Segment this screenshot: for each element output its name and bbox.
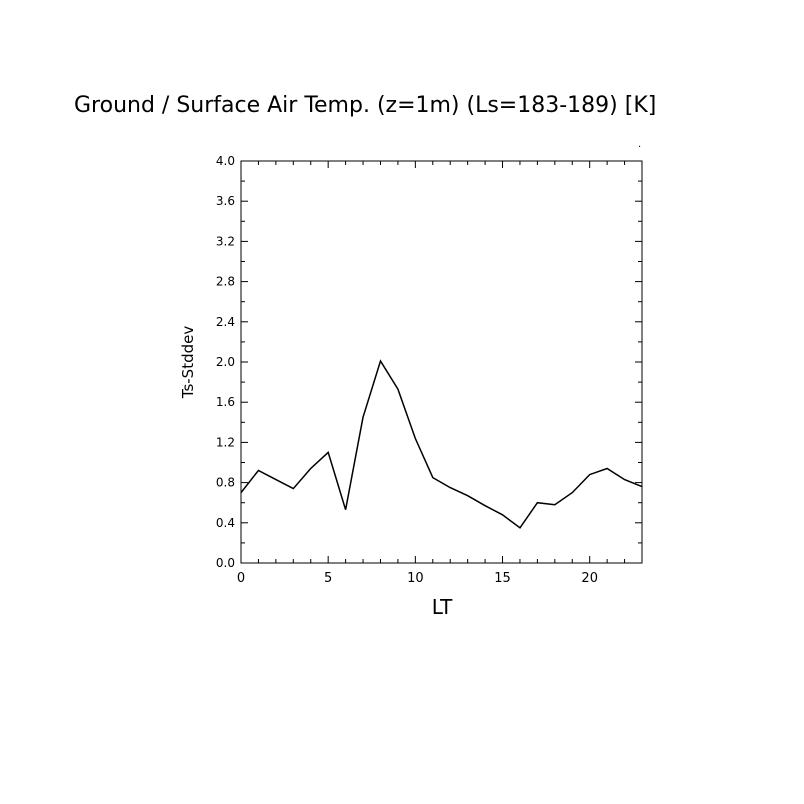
- y-tick-label: 1.2: [216, 435, 235, 449]
- y-tick-label: 2.8: [216, 275, 235, 289]
- x-axis-label: LT: [432, 595, 453, 619]
- x-tick-label: 0: [237, 571, 245, 586]
- series-line: [240, 359, 643, 529]
- axis-ticks: [240, 160, 643, 564]
- corner-dot: .: [638, 139, 641, 150]
- y-tick-label: 0.4: [216, 516, 235, 530]
- x-tick-labels: 0 5 10 15 20: [237, 571, 598, 586]
- x-tick-label: 20: [581, 571, 598, 586]
- x-tick-label: 15: [494, 571, 511, 586]
- y-tick-label: 0.8: [216, 476, 235, 490]
- y-tick-label: 0.0: [216, 556, 235, 570]
- y-tick-label: 4.0: [216, 154, 235, 168]
- y-tick-label: 2.0: [216, 355, 235, 369]
- y-axis-label: Ts-Stddev: [179, 326, 197, 400]
- plot-frame: [240, 160, 643, 564]
- x-tick-label: 5: [324, 571, 332, 586]
- chart-title: Ground / Surface Air Temp. (z=1m) (Ls=18…: [74, 93, 656, 118]
- y-tick-label: 2.4: [216, 315, 235, 329]
- y-tick-label: 3.2: [216, 234, 235, 248]
- y-tick-label: 1.6: [216, 395, 235, 409]
- x-tick-label: 10: [407, 571, 424, 586]
- y-tick-labels: 0.0 0.4 0.8 1.2 1.6 2.0 2.4 2.8 3.2 3.6 4.0: [216, 154, 235, 570]
- y-tick-label: 3.6: [216, 194, 235, 208]
